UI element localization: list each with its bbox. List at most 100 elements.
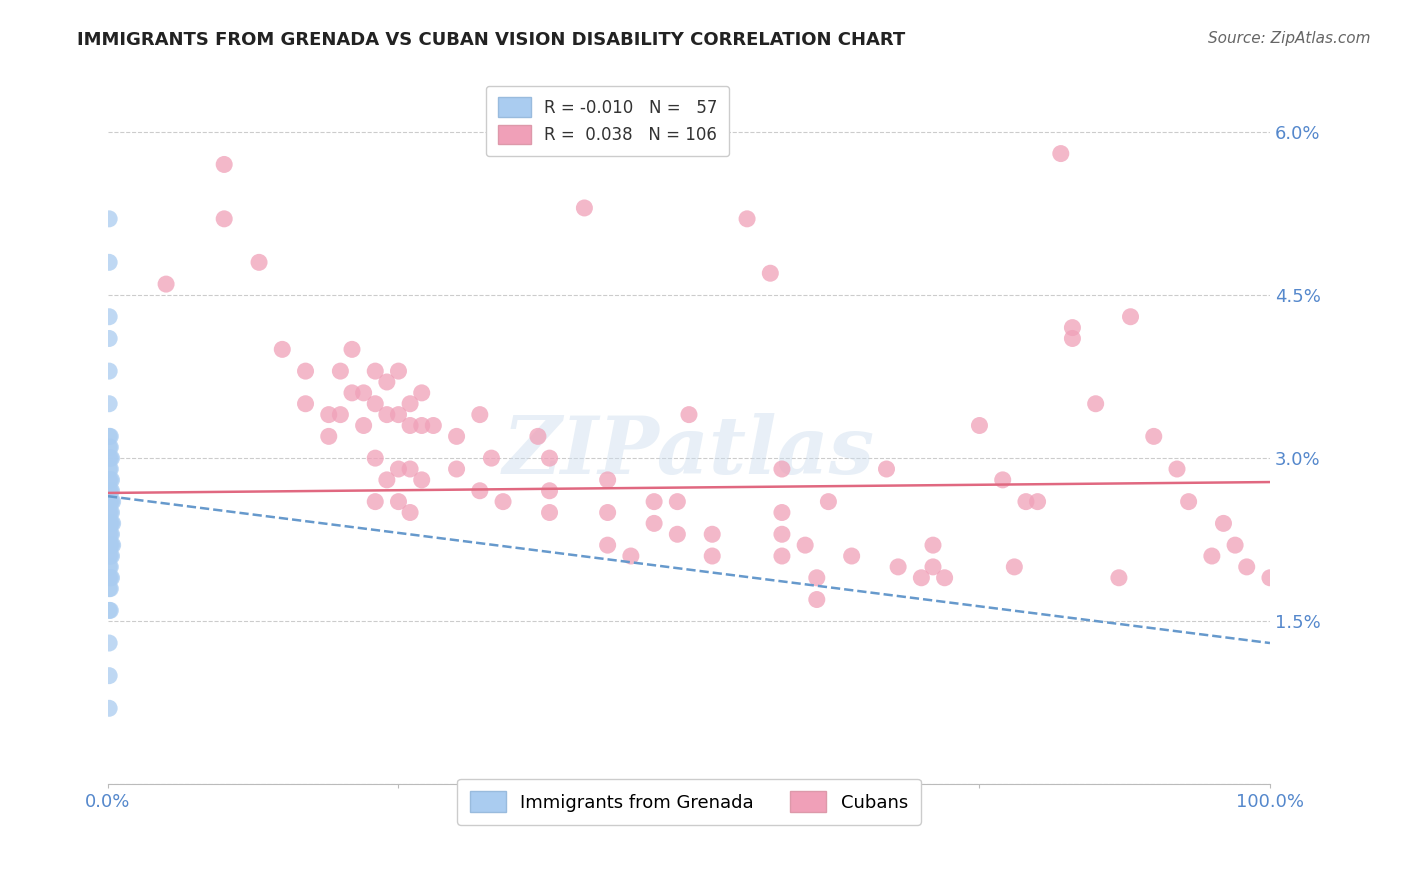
Point — [98, 549, 121, 563]
Point — [98, 473, 121, 487]
Point — [422, 418, 444, 433]
Point — [1062, 331, 1084, 345]
Point — [411, 385, 433, 400]
Point — [538, 506, 561, 520]
Point — [271, 343, 294, 357]
Point — [294, 397, 316, 411]
Point — [98, 603, 121, 617]
Text: Source: ZipAtlas.com: Source: ZipAtlas.com — [1208, 31, 1371, 46]
Point — [1026, 494, 1049, 508]
Point — [98, 364, 121, 378]
Point — [100, 538, 122, 552]
Point — [1201, 549, 1223, 563]
Point — [1258, 571, 1281, 585]
Point — [98, 527, 121, 541]
Point — [770, 527, 793, 541]
Point — [375, 473, 398, 487]
Point — [887, 560, 910, 574]
Point — [98, 462, 121, 476]
Point — [596, 473, 619, 487]
Point — [678, 408, 700, 422]
Text: IMMIGRANTS FROM GRENADA VS CUBAN VISION DISABILITY CORRELATION CHART: IMMIGRANTS FROM GRENADA VS CUBAN VISION … — [77, 31, 905, 49]
Point — [98, 506, 121, 520]
Point — [735, 211, 758, 226]
Point — [98, 494, 121, 508]
Point — [446, 462, 468, 476]
Point — [922, 560, 945, 574]
Point — [318, 408, 340, 422]
Point — [98, 429, 121, 443]
Point — [1166, 462, 1188, 476]
Point — [364, 364, 387, 378]
Point — [98, 549, 121, 563]
Point — [98, 429, 121, 443]
Text: ZIPatlas: ZIPatlas — [503, 413, 875, 491]
Point — [247, 255, 270, 269]
Point — [468, 408, 491, 422]
Point — [318, 429, 340, 443]
Point — [155, 277, 177, 291]
Point — [98, 571, 121, 585]
Point — [806, 592, 828, 607]
Point — [294, 364, 316, 378]
Point — [574, 201, 596, 215]
Point — [101, 538, 124, 552]
Point — [538, 451, 561, 466]
Point — [527, 429, 550, 443]
Point — [100, 527, 122, 541]
Point — [212, 211, 235, 226]
Point — [375, 408, 398, 422]
Point — [1223, 538, 1246, 552]
Point — [98, 516, 121, 531]
Point — [98, 211, 121, 226]
Point — [98, 560, 121, 574]
Point — [817, 494, 839, 508]
Point — [468, 483, 491, 498]
Point — [411, 418, 433, 433]
Point — [101, 494, 124, 508]
Point — [353, 385, 375, 400]
Point — [399, 397, 422, 411]
Point — [643, 494, 665, 508]
Point — [98, 582, 121, 596]
Point — [100, 549, 122, 563]
Point — [1002, 560, 1025, 574]
Point — [100, 516, 122, 531]
Point — [702, 527, 724, 541]
Point — [1119, 310, 1142, 324]
Point — [1015, 494, 1038, 508]
Point — [910, 571, 932, 585]
Point — [100, 473, 122, 487]
Point — [98, 668, 121, 682]
Point — [98, 473, 121, 487]
Point — [492, 494, 515, 508]
Point — [98, 701, 121, 715]
Point — [841, 549, 863, 563]
Point — [387, 462, 409, 476]
Point — [411, 473, 433, 487]
Point — [100, 451, 122, 466]
Point — [1084, 397, 1107, 411]
Point — [98, 538, 121, 552]
Point — [340, 343, 363, 357]
Point — [770, 506, 793, 520]
Point — [98, 571, 121, 585]
Point — [387, 408, 409, 422]
Point — [387, 364, 409, 378]
Point — [98, 331, 121, 345]
Point — [98, 440, 121, 454]
Point — [794, 538, 817, 552]
Point — [100, 494, 122, 508]
Point — [991, 473, 1014, 487]
Legend: Immigrants from Grenada, Cubans: Immigrants from Grenada, Cubans — [457, 779, 921, 825]
Point — [98, 255, 121, 269]
Point — [1236, 560, 1258, 574]
Point — [98, 397, 121, 411]
Point — [922, 538, 945, 552]
Point — [98, 516, 121, 531]
Point — [353, 418, 375, 433]
Point — [969, 418, 991, 433]
Point — [596, 538, 619, 552]
Point — [387, 494, 409, 508]
Point — [98, 451, 121, 466]
